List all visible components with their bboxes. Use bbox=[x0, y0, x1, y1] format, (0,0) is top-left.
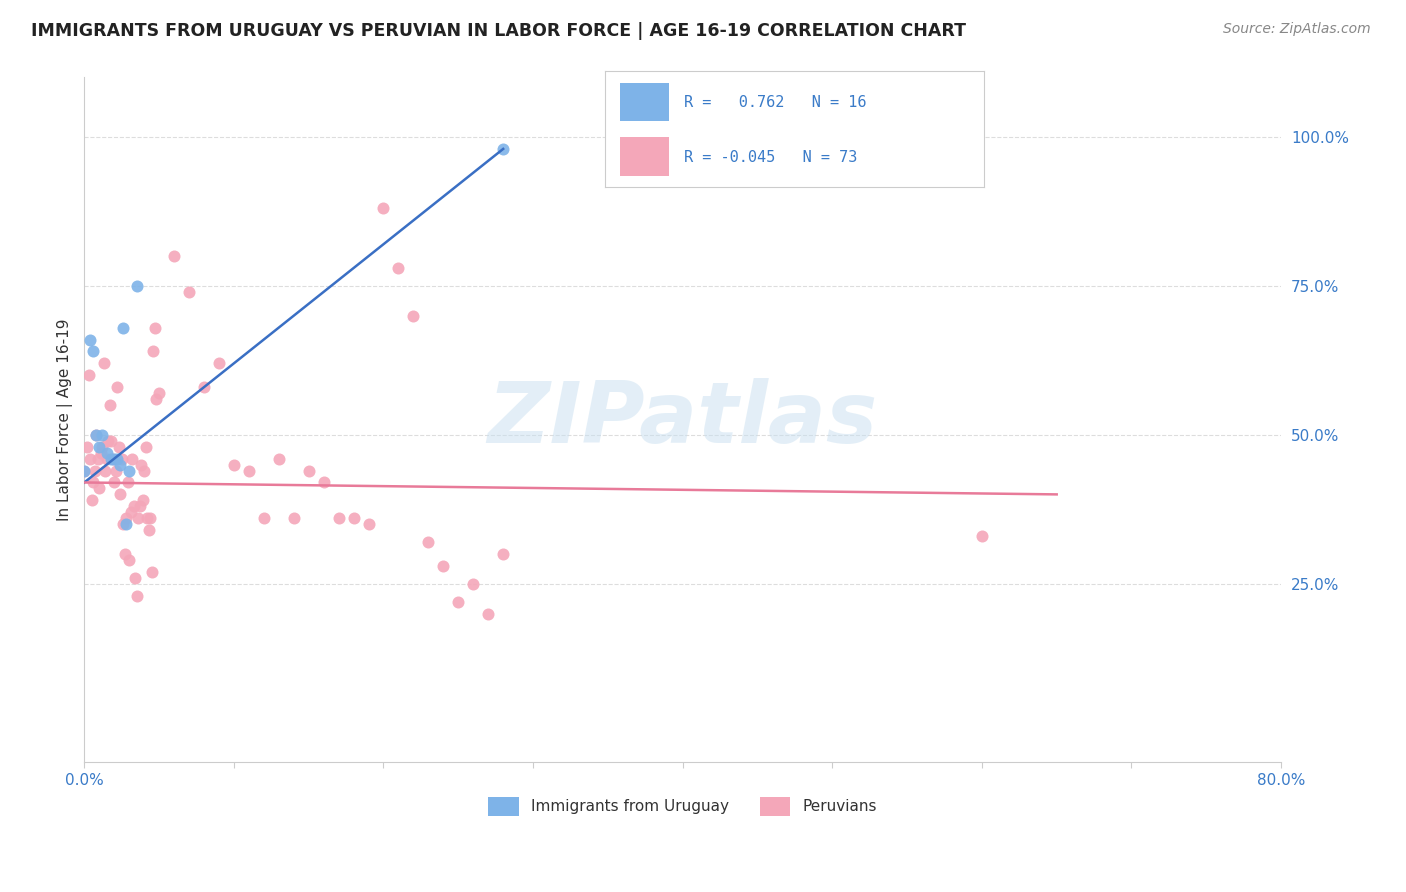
Point bbox=[84, 427, 107, 442]
Bar bbox=[620, 83, 669, 121]
Point bbox=[141, 565, 163, 579]
Point bbox=[79, 451, 101, 466]
Point bbox=[84, 427, 107, 442]
Point bbox=[127, 511, 149, 525]
Point bbox=[97, 434, 120, 448]
Point bbox=[108, 458, 131, 472]
Point bbox=[129, 458, 152, 472]
Point bbox=[208, 356, 231, 370]
Point bbox=[492, 142, 515, 156]
Point bbox=[83, 464, 105, 478]
Text: ZIPatlas: ZIPatlas bbox=[488, 378, 877, 461]
Point bbox=[103, 451, 125, 466]
Text: R = -0.045   N = 73: R = -0.045 N = 73 bbox=[685, 150, 858, 165]
Point bbox=[118, 553, 141, 567]
Point bbox=[91, 427, 114, 442]
Point bbox=[128, 500, 150, 514]
Point bbox=[121, 451, 143, 466]
Y-axis label: In Labor Force | Age 16-19: In Labor Force | Age 16-19 bbox=[58, 318, 73, 521]
Point bbox=[94, 464, 117, 478]
Point bbox=[101, 451, 124, 466]
Point bbox=[114, 547, 136, 561]
Point bbox=[79, 333, 101, 347]
Point bbox=[970, 529, 993, 543]
Point bbox=[108, 487, 131, 501]
Point bbox=[131, 493, 153, 508]
Point bbox=[447, 594, 470, 608]
Point bbox=[120, 505, 142, 519]
Point bbox=[138, 523, 160, 537]
Point bbox=[136, 511, 159, 525]
Point bbox=[418, 535, 440, 549]
Point bbox=[312, 475, 335, 490]
Point bbox=[298, 464, 321, 478]
Point bbox=[357, 517, 380, 532]
Point bbox=[111, 451, 134, 466]
Point bbox=[387, 261, 409, 276]
Point bbox=[115, 517, 138, 532]
Point bbox=[342, 511, 364, 525]
Point bbox=[80, 493, 103, 508]
Point bbox=[238, 464, 260, 478]
Point bbox=[222, 458, 245, 472]
Bar bbox=[620, 137, 669, 176]
Point bbox=[103, 475, 125, 490]
Point bbox=[76, 440, 98, 454]
Point bbox=[145, 392, 167, 406]
Point bbox=[267, 451, 290, 466]
Point bbox=[373, 202, 395, 216]
Point bbox=[82, 475, 104, 490]
Point bbox=[73, 464, 96, 478]
Point bbox=[93, 356, 115, 370]
Point bbox=[96, 451, 118, 466]
Point bbox=[125, 279, 148, 293]
Point bbox=[112, 517, 135, 532]
Point bbox=[253, 511, 276, 525]
Point bbox=[73, 464, 96, 478]
Point bbox=[122, 500, 145, 514]
Point bbox=[82, 344, 104, 359]
Point bbox=[89, 440, 111, 454]
Point bbox=[100, 434, 122, 448]
Point bbox=[112, 320, 135, 334]
Point bbox=[96, 446, 118, 460]
Point bbox=[117, 475, 139, 490]
Point bbox=[91, 440, 114, 454]
Point bbox=[105, 451, 128, 466]
Point bbox=[118, 464, 141, 478]
Point bbox=[87, 451, 110, 466]
Point bbox=[163, 249, 186, 263]
Point bbox=[177, 285, 200, 299]
Point bbox=[432, 558, 454, 573]
Point bbox=[328, 511, 350, 525]
Point bbox=[148, 386, 170, 401]
Point bbox=[98, 398, 121, 412]
Point bbox=[492, 547, 515, 561]
Point bbox=[139, 511, 162, 525]
Point bbox=[104, 464, 127, 478]
Point bbox=[143, 320, 166, 334]
Point bbox=[193, 380, 215, 394]
Point bbox=[77, 368, 100, 383]
Point bbox=[142, 344, 165, 359]
Point bbox=[125, 589, 148, 603]
Point bbox=[463, 576, 485, 591]
Point bbox=[107, 440, 129, 454]
Point bbox=[134, 464, 156, 478]
Point bbox=[402, 309, 425, 323]
Text: IMMIGRANTS FROM URUGUAY VS PERUVIAN IN LABOR FORCE | AGE 16-19 CORRELATION CHART: IMMIGRANTS FROM URUGUAY VS PERUVIAN IN L… bbox=[31, 22, 966, 40]
Point bbox=[90, 446, 112, 460]
Point bbox=[477, 607, 499, 621]
Point bbox=[124, 571, 146, 585]
Point bbox=[105, 380, 128, 394]
Point bbox=[115, 511, 138, 525]
Legend: Immigrants from Uruguay, Peruvians: Immigrants from Uruguay, Peruvians bbox=[481, 789, 884, 823]
Point bbox=[135, 440, 157, 454]
Text: R =   0.762   N = 16: R = 0.762 N = 16 bbox=[685, 95, 868, 111]
Point bbox=[100, 451, 122, 466]
Point bbox=[89, 482, 111, 496]
Text: Source: ZipAtlas.com: Source: ZipAtlas.com bbox=[1223, 22, 1371, 37]
Point bbox=[283, 511, 305, 525]
